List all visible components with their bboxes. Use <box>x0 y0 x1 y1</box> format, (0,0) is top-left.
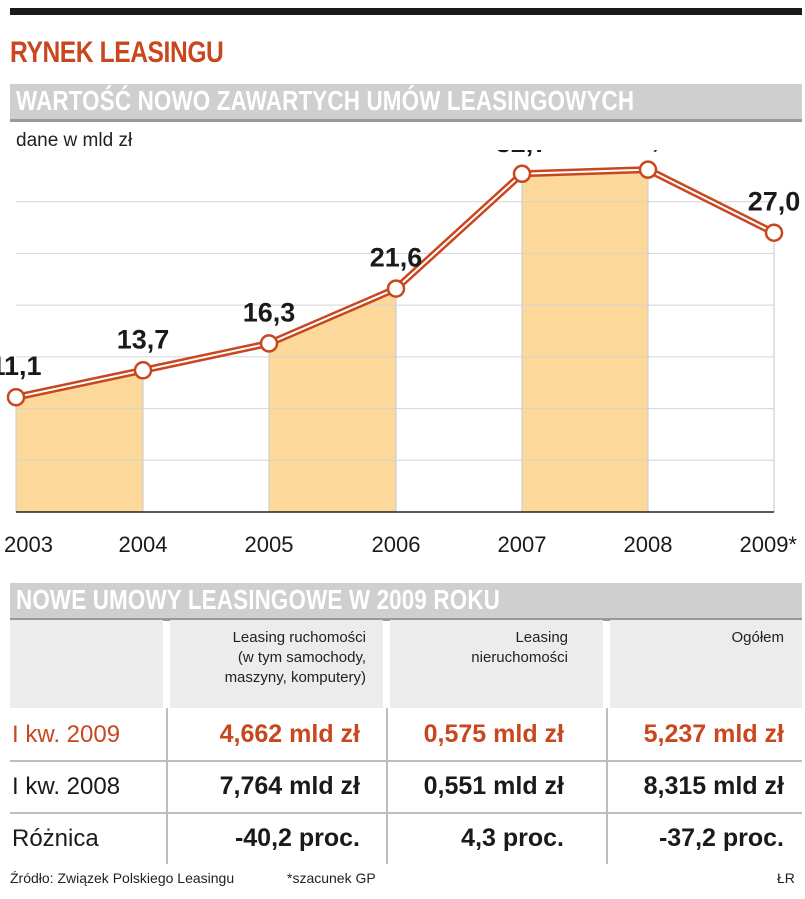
shaded-area-0 <box>16 370 143 512</box>
section-band-table: NOWE UMOWY LEASINGOWE W 2009 ROKU <box>10 583 802 621</box>
header-line: (w tym samochody, <box>237 649 366 666</box>
row-label-q1-2008: I kw. 2008 <box>12 773 121 800</box>
source-note: Źródło: Związek Polskiego Leasingu <box>10 870 235 886</box>
x-tick-label: 2004 <box>119 532 168 557</box>
data-point <box>6 387 26 407</box>
header-line: Leasing ruchomości <box>232 629 366 646</box>
value-real-estate-diff: 4,3 proc. <box>461 824 564 852</box>
header-cell-2 <box>390 620 603 708</box>
data-point <box>133 361 153 380</box>
header-real-estate: Leasing nieruchomości <box>408 628 568 668</box>
header-line: nieruchomości <box>471 649 568 666</box>
line-chart: 11,1 13,7 16,3 21,6 32,7 33,1 27,0 2003 2004 2005… <box>0 150 801 557</box>
column-divider <box>166 708 168 864</box>
data-label: 11,1 <box>0 351 42 381</box>
shaded-area-1 <box>269 288 396 512</box>
data-point <box>764 223 784 242</box>
data-label: 21,6 <box>370 243 423 273</box>
value-total-2009: 5,237 mld zł <box>643 720 784 748</box>
data-label: 13,7 <box>117 324 170 354</box>
column-divider <box>606 708 608 864</box>
leasing-table: Leasing ruchomości (w tym samochody, mas… <box>10 620 802 864</box>
row-divider <box>10 812 802 814</box>
author-credit: ŁR <box>777 870 795 886</box>
column-divider <box>386 708 388 864</box>
chart-heading: WARTOŚĆ NOWO ZAWARTYCH UMÓW LEASINGOWYCH <box>16 85 635 116</box>
x-tick-label: 2003 <box>4 532 53 557</box>
estimate-note: *szacunek GP <box>287 870 376 886</box>
row-label-q1-2009: I kw. 2009 <box>12 721 121 748</box>
value-movables-2009: 4,662 mld zł <box>219 720 360 748</box>
x-tick-label: 2005 <box>245 532 294 557</box>
value-movables-diff: -40,2 proc. <box>234 824 360 852</box>
header-line: Ogółem <box>731 629 784 646</box>
data-label: 16,3 <box>243 297 296 327</box>
header-cell-empty <box>10 620 163 708</box>
header-cell-1 <box>170 620 383 708</box>
data-point <box>512 164 532 184</box>
top-rule <box>10 8 802 15</box>
value-real-estate-2009: 0,575 mld zł <box>423 720 564 748</box>
data-label: 33,1 <box>622 150 675 154</box>
x-tick-label: 2009* <box>739 532 797 557</box>
row-divider <box>10 760 802 762</box>
data-label: 27,0 <box>748 187 801 217</box>
value-total-diff: -37,2 proc. <box>658 824 784 852</box>
header-line: maszyny, komputery) <box>224 669 366 686</box>
data-point <box>259 334 279 353</box>
value-total-2008: 8,315 mld zł <box>643 772 784 800</box>
section-band-chart: WARTOŚĆ NOWO ZAWARTYCH UMÓW LEASINGOWYCH <box>10 84 802 122</box>
header-line: Leasing <box>515 629 568 646</box>
value-real-estate-2008: 0,551 mld zł <box>423 772 564 800</box>
data-point <box>638 160 658 179</box>
main-title: RYNEK LEASINGU <box>10 36 224 69</box>
value-movables-2008: 7,764 mld zł <box>219 772 360 800</box>
table-heading: NOWE UMOWY LEASINGOWE W 2009 ROKU <box>16 584 501 615</box>
unit-note: dane w mld zł <box>16 130 133 151</box>
x-tick-label: 2006 <box>372 532 421 557</box>
header-total: Ogółem <box>634 628 784 648</box>
row-label-difference: Różnica <box>12 825 99 852</box>
data-label: 32,7 <box>496 150 549 158</box>
x-tick-label: 2008 <box>624 532 673 557</box>
header-movables: Leasing ruchomości (w tym samochody, mas… <box>166 628 366 688</box>
x-tick-label: 2007 <box>498 532 547 557</box>
shaded-area-2 <box>522 169 648 512</box>
data-point <box>386 279 406 298</box>
header-cell-3 <box>610 620 802 708</box>
